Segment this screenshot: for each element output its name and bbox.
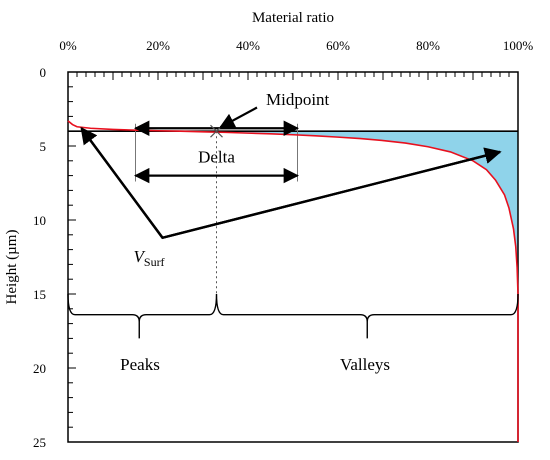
vsurf-label: VSurf [134,247,165,269]
y-tick-label: 0 [40,65,47,80]
y-tick-label: 15 [33,287,46,302]
y-axis-title: Height (µm) [4,230,20,305]
triangle-arrow-left [80,126,164,239]
x-tick-label: 100% [503,38,534,53]
midpoint-arrow [219,106,258,129]
x-tick-label: 60% [326,38,350,53]
y-tick-label: 10 [33,213,46,228]
valleys-label: Valleys [340,355,390,374]
vsurf-label-subscript: Surf [144,255,165,269]
x-tick-label: 40% [236,38,260,53]
delta-label: Delta [198,147,235,166]
vsurf-label-main: V [134,247,147,266]
y-tick-label: 20 [33,361,46,376]
x-axis-title: Material ratio [252,10,334,26]
y-tick-label: 5 [40,139,47,154]
material-ratio-curve [67,120,519,442]
peaks-label: Peaks [120,355,160,374]
x-tick-label: 20% [146,38,170,53]
peaks-valleys-brace [67,293,519,339]
midpoint-label: Midpoint [266,90,330,109]
x-axis-ticks: 0% 20% 40% 60% 80% 100% [59,38,533,80]
triangle-arrow-right [162,147,502,239]
vsurf-area [180,131,518,294]
x-tick-label: 80% [416,38,440,53]
y-axis-ticks: 0 5 10 15 20 25 [33,65,76,450]
x-tick-label: 0% [59,38,77,53]
y-tick-label: 25 [33,435,46,450]
